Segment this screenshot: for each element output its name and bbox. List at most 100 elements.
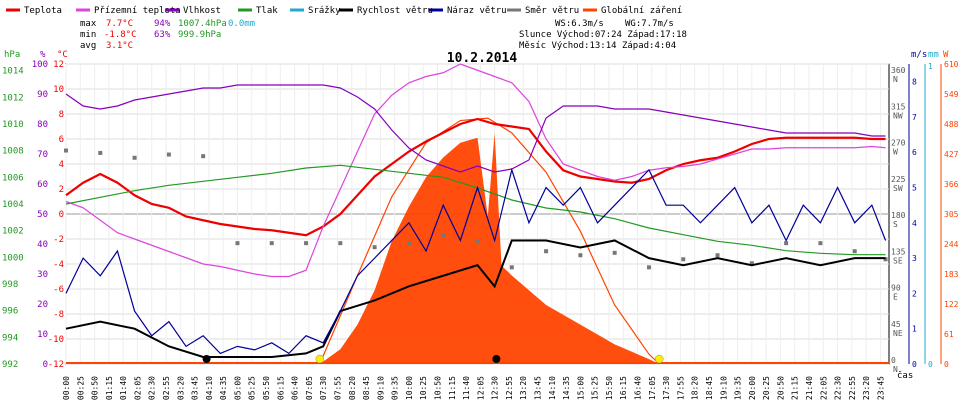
time-tick: 16:40 <box>634 376 643 400</box>
time-tick: 04:35 <box>219 376 228 400</box>
direction-label-tick: NE <box>893 329 903 338</box>
time-tick: 15:00 <box>576 376 585 400</box>
sun-info: Slunce Východ:07:24 Západ:17:18 <box>519 30 687 40</box>
time-tick: 05:50 <box>262 376 271 400</box>
temperature-tick: -6 <box>53 285 64 295</box>
rain-unit: mm <box>928 50 939 60</box>
pressure-tick: 994 <box>2 333 18 343</box>
direction-label-tick: SW <box>893 184 903 193</box>
pressure-tick: 1000 <box>2 253 24 263</box>
time-tick: 18:20 <box>691 376 700 400</box>
time-tick: 19:10 <box>719 376 728 400</box>
time-tick: 15:25 <box>591 376 600 400</box>
legend-label: Teplota <box>24 6 62 16</box>
legend-label: Přízemní teplota <box>94 6 181 16</box>
radiation-tick: 488 <box>944 120 959 129</box>
stats-max-pressure: 1007.4hPa <box>178 19 227 29</box>
wind-direction-point <box>166 152 171 157</box>
time-tick: 05:25 <box>248 376 257 400</box>
humidity-tick: 0 <box>43 360 48 370</box>
legend-label: Rychlost větru <box>357 6 433 16</box>
time-tick: 19:35 <box>734 376 743 400</box>
radiation-tick: 244 <box>944 240 959 249</box>
wind-direction-point <box>612 250 617 255</box>
time-tick: 17:55 <box>676 376 685 400</box>
pressure-tick: 1010 <box>2 120 24 130</box>
wind-direction-point <box>681 257 686 262</box>
wind-direction-point <box>132 155 137 160</box>
wind-direction-point <box>64 148 68 153</box>
stats-min-humidity: 63% <box>154 30 171 40</box>
wind-direction-point <box>372 245 377 250</box>
wind-direction-point <box>304 241 309 246</box>
time-tick: 14:10 <box>548 376 557 400</box>
wind-gust-info: WG:7.7m/s <box>625 19 674 29</box>
radiation-tick: 0 <box>944 360 949 369</box>
time-tick: 17:05 <box>648 376 657 400</box>
radiation-tick: 183 <box>944 270 959 279</box>
wind-direction-point <box>544 249 549 254</box>
direction-degree-tick: 270 <box>891 139 906 148</box>
wind-direction-point <box>852 249 857 254</box>
pressure-tick: 1014 <box>2 67 24 77</box>
wind-tick: 4 <box>912 219 917 228</box>
legend-label: Srážky <box>308 6 341 16</box>
radiation-tick: 61 <box>944 330 954 339</box>
wind-direction-point <box>406 241 411 246</box>
time-tick: 07:05 <box>305 376 314 400</box>
time-tick: 20:25 <box>762 376 771 400</box>
direction-degree-tick: 315 <box>891 102 906 111</box>
direction-degree-tick: 90 <box>891 284 901 293</box>
time-tick: 20:00 <box>748 376 757 400</box>
legend-label: Směr větru <box>525 6 579 16</box>
humidity-tick: 50 <box>37 210 48 220</box>
direction-label-tick: N <box>893 365 898 374</box>
wind-direction-point <box>749 261 754 266</box>
temperature-tick: 10 <box>53 85 64 95</box>
time-tick: 14:35 <box>562 376 571 400</box>
wind-direction-point <box>883 257 888 262</box>
direction-degree-tick: 360 <box>891 66 906 75</box>
direction-degree-tick: 180 <box>891 211 906 220</box>
direction-degree-tick: 45 <box>891 320 901 329</box>
temperature-tick: -10 <box>48 335 64 345</box>
time-tick: 20:50 <box>776 376 785 400</box>
pressure-tick: 996 <box>2 307 18 317</box>
wind-direction-point <box>509 265 514 270</box>
wind-direction-point <box>784 241 789 246</box>
chart-legend: Teplota Přízemní teplota Vlhkost Tlak Srážky… <box>6 6 682 16</box>
wind-tick: 0 <box>912 360 917 369</box>
moon-event-marker <box>202 355 211 363</box>
wind-direction-point <box>578 253 583 258</box>
series-area-radiation <box>319 132 660 364</box>
wind-direction-point <box>98 150 103 155</box>
humidity-tick: 40 <box>37 240 48 250</box>
humidity-tick: 10 <box>37 330 48 340</box>
temperature-tick: 12 <box>53 60 64 70</box>
time-tick: 15:50 <box>605 376 614 400</box>
time-tick: 08:20 <box>348 376 357 400</box>
sun-event-marker <box>654 354 664 364</box>
event-markers <box>66 354 889 364</box>
radiation-tick: 427 <box>944 150 959 159</box>
time-tick: 02:30 <box>148 376 157 400</box>
pressure-tick: 998 <box>2 280 18 290</box>
wind-speed-info: WS:6.3m/s <box>555 19 604 29</box>
series-line-vlhkost <box>65 84 886 173</box>
wind-direction-point <box>475 239 480 244</box>
time-tick: 13:20 <box>519 376 528 400</box>
wind-direction-point <box>201 154 206 159</box>
wind-tick: 7 <box>912 113 917 122</box>
time-tick: 13:45 <box>534 376 543 400</box>
series-line-teplota <box>65 117 886 237</box>
time-tick: 06:15 <box>276 376 285 400</box>
legend-label: Tlak <box>256 6 278 16</box>
time-tick: 07:30 <box>319 376 328 400</box>
humidity-tick: 30 <box>37 270 48 280</box>
wind-direction-point <box>818 241 823 246</box>
series-line-p-zemn-teplota <box>65 63 886 278</box>
series-layer <box>64 63 888 365</box>
series-line-rychlost-v-tru <box>65 239 886 358</box>
direction-label-tick: N <box>893 75 898 84</box>
stats-min-label: min <box>80 30 96 40</box>
